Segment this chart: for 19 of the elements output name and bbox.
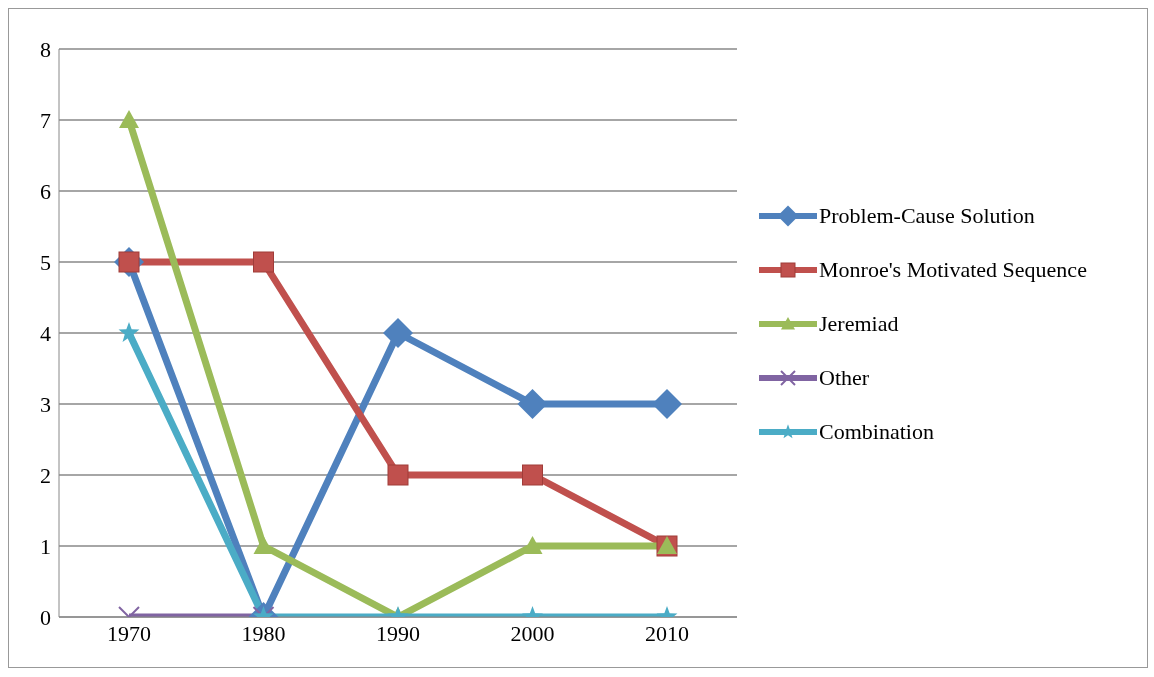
legend-label: Monroe's Motivated Sequence <box>819 256 1087 284</box>
legend-label: Other <box>819 364 870 392</box>
x-tick-label: 1970 <box>107 620 151 646</box>
y-tick-label: 6 <box>40 178 51 204</box>
y-tick-label: 1 <box>40 533 51 559</box>
y-tick-label: 5 <box>40 249 51 275</box>
x-tick-label: 2000 <box>510 620 555 646</box>
legend-label: Combination <box>819 418 934 446</box>
y-tick-label: 0 <box>40 604 51 630</box>
y-tick-label: 8 <box>40 36 51 62</box>
x-tick-label: 1990 <box>376 620 420 646</box>
x-tick-label: 2010 <box>645 620 689 646</box>
y-tick-label: 4 <box>40 320 51 346</box>
legend-label: Problem-Cause Solution <box>819 202 1035 230</box>
legend-label: Jeremiad <box>819 310 899 338</box>
y-tick-label: 2 <box>40 462 51 488</box>
x-tick-label: 1980 <box>241 620 286 646</box>
y-tick-label: 3 <box>40 391 51 417</box>
y-tick-label: 7 <box>40 107 51 133</box>
